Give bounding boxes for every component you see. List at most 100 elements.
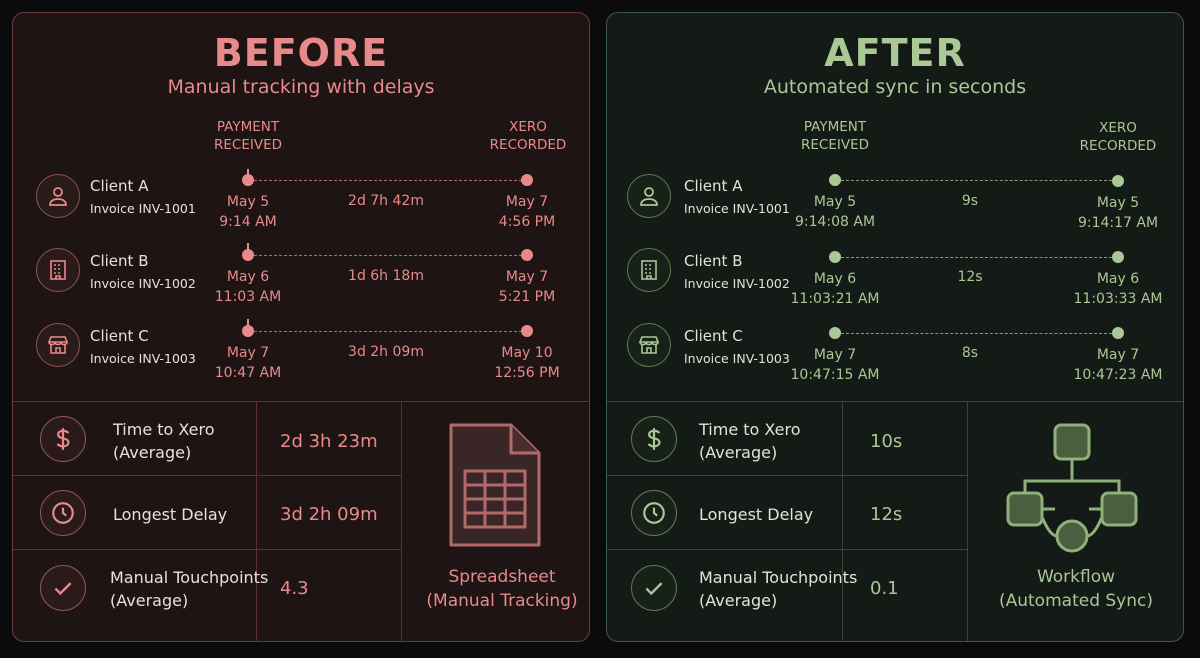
metric-label: Time to Xero (Average) — [113, 418, 215, 464]
divider — [13, 549, 401, 550]
xero-time: 5:21 PM — [498, 289, 556, 305]
metric-label-line: (Average) — [699, 591, 778, 610]
check-icon — [40, 565, 86, 611]
payment-time: 9:14 AM — [219, 214, 277, 230]
payment-date: May 5 — [226, 194, 270, 210]
payment-date: May 7 — [226, 345, 270, 361]
panel-title: BEFORE — [213, 31, 389, 75]
xero-dot — [1112, 175, 1124, 187]
metric-value: 2d 3h 23m — [280, 431, 378, 452]
metric-label-line: (Average) — [113, 443, 192, 462]
tool-label: Workflow (Automated Sync) — [967, 565, 1183, 613]
timeline-connector — [254, 331, 522, 332]
metric-label-line: Manual Touchpoints — [110, 568, 269, 587]
xero-time: 12:56 PM — [494, 365, 560, 381]
xero-timestamp: May 7 10:47:23 AM — [1048, 345, 1183, 385]
delay-duration: 2d 7h 42m — [348, 193, 424, 209]
tool-label: Spreadsheet (Manual Tracking) — [413, 565, 589, 613]
divider — [256, 401, 257, 641]
tool-label-line: Workflow — [1036, 567, 1116, 587]
metric-value: 0.1 — [870, 578, 899, 599]
payment-date: May 6 — [813, 271, 857, 287]
divider — [607, 475, 967, 476]
metric-label-line: Time to Xero — [113, 420, 215, 439]
payment-time: 11:03 AM — [214, 289, 282, 305]
divider — [401, 401, 402, 641]
timeline-connector — [841, 333, 1112, 334]
invoice-number: Invoice INV-1002 — [90, 276, 196, 291]
metric-value: 10s — [870, 431, 903, 452]
building-icon — [36, 248, 80, 292]
timeline-connector — [254, 255, 522, 256]
metric-label: Manual Touchpoints (Average) — [110, 566, 268, 612]
timeline-tick — [247, 319, 249, 327]
client-name: Client A — [90, 177, 149, 195]
clock-icon — [40, 490, 86, 536]
divider — [842, 401, 843, 641]
invoice-number: Invoice INV-1003 — [90, 351, 196, 366]
dollar-icon — [40, 416, 86, 462]
xero-timestamp: May 7 4:56 PM — [457, 192, 589, 232]
payment-date: May 7 — [813, 347, 857, 363]
after-panel: AFTER Automated sync in seconds PAYMENT … — [606, 12, 1184, 642]
xero-time: 11:03:33 AM — [1073, 291, 1163, 307]
xero-time: 10:47:23 AM — [1073, 367, 1163, 383]
delay-duration: 12s — [957, 269, 983, 285]
xero-dot — [521, 174, 533, 186]
payment-dot — [829, 327, 841, 339]
invoice-number: Invoice INV-1002 — [684, 276, 790, 291]
payment-dot — [242, 174, 254, 186]
xero-time: 9:14:17 AM — [1077, 215, 1159, 231]
metric-label: Manual Touchpoints (Average) — [699, 566, 857, 612]
tool-label-line: (Automated Sync) — [998, 591, 1153, 611]
panel-subtitle: Automated sync in seconds — [763, 76, 1027, 98]
xero-dot — [1112, 327, 1124, 339]
divider — [967, 401, 968, 641]
building-icon — [627, 248, 671, 292]
client-name: Client B — [684, 252, 743, 270]
payment-time: 11:03:21 AM — [790, 291, 880, 307]
delay-duration: 3d 2h 09m — [348, 344, 424, 360]
payment-timestamp: May 5 9:14:08 AM — [765, 192, 905, 232]
metric-label: Longest Delay — [113, 505, 228, 524]
xero-timestamp: May 5 9:14:17 AM — [1048, 193, 1183, 233]
user-icon — [36, 174, 80, 218]
client-name: Client C — [90, 327, 149, 345]
column-header-xero-recorded: XERO RECORDED — [489, 119, 567, 153]
timeline-tick — [247, 169, 249, 177]
payment-timestamp: May 6 11:03:21 AM — [765, 269, 905, 309]
metric-value: 4.3 — [280, 578, 309, 599]
payment-timestamp: May 5 9:14 AM — [178, 192, 318, 232]
xero-timestamp: May 6 11:03:33 AM — [1048, 269, 1183, 309]
panel-subtitle: Manual tracking with delays — [167, 76, 435, 98]
xero-timestamp: May 7 5:21 PM — [457, 267, 589, 307]
payment-date: May 6 — [226, 269, 270, 285]
metric-label-line: Manual Touchpoints — [699, 568, 858, 587]
metric-label-line: (Average) — [110, 591, 189, 610]
delay-duration: 1d 6h 18m — [348, 268, 424, 284]
payment-dot — [829, 251, 841, 263]
panel-title: AFTER — [824, 31, 966, 75]
column-header-xero-recorded: XERO RECORDED — [1079, 120, 1157, 154]
divider — [607, 549, 967, 550]
payment-time: 10:47:15 AM — [790, 367, 880, 383]
invoice-number: Invoice INV-1003 — [684, 351, 790, 366]
dollar-icon — [631, 416, 677, 462]
user-icon — [627, 174, 671, 218]
xero-time: 4:56 PM — [498, 214, 556, 230]
payment-dot — [242, 325, 254, 337]
xero-date: May 7 — [505, 194, 549, 210]
payment-dot — [829, 174, 841, 186]
check-icon — [631, 565, 677, 611]
payment-timestamp: May 6 11:03 AM — [178, 267, 318, 307]
column-header-payment-received: PAYMENT RECEIVED — [800, 119, 869, 153]
invoice-number: Invoice INV-1001 — [90, 201, 196, 216]
xero-dot — [521, 325, 533, 337]
xero-date: May 7 — [1096, 347, 1140, 363]
payment-dot — [242, 249, 254, 261]
tool-label-line: Spreadsheet — [448, 567, 556, 587]
xero-date: May 5 — [1096, 195, 1140, 211]
tool-label-line: (Manual Tracking) — [426, 591, 578, 611]
invoice-number: Invoice INV-1001 — [684, 201, 790, 216]
payment-timestamp: May 7 10:47 AM — [178, 343, 318, 383]
